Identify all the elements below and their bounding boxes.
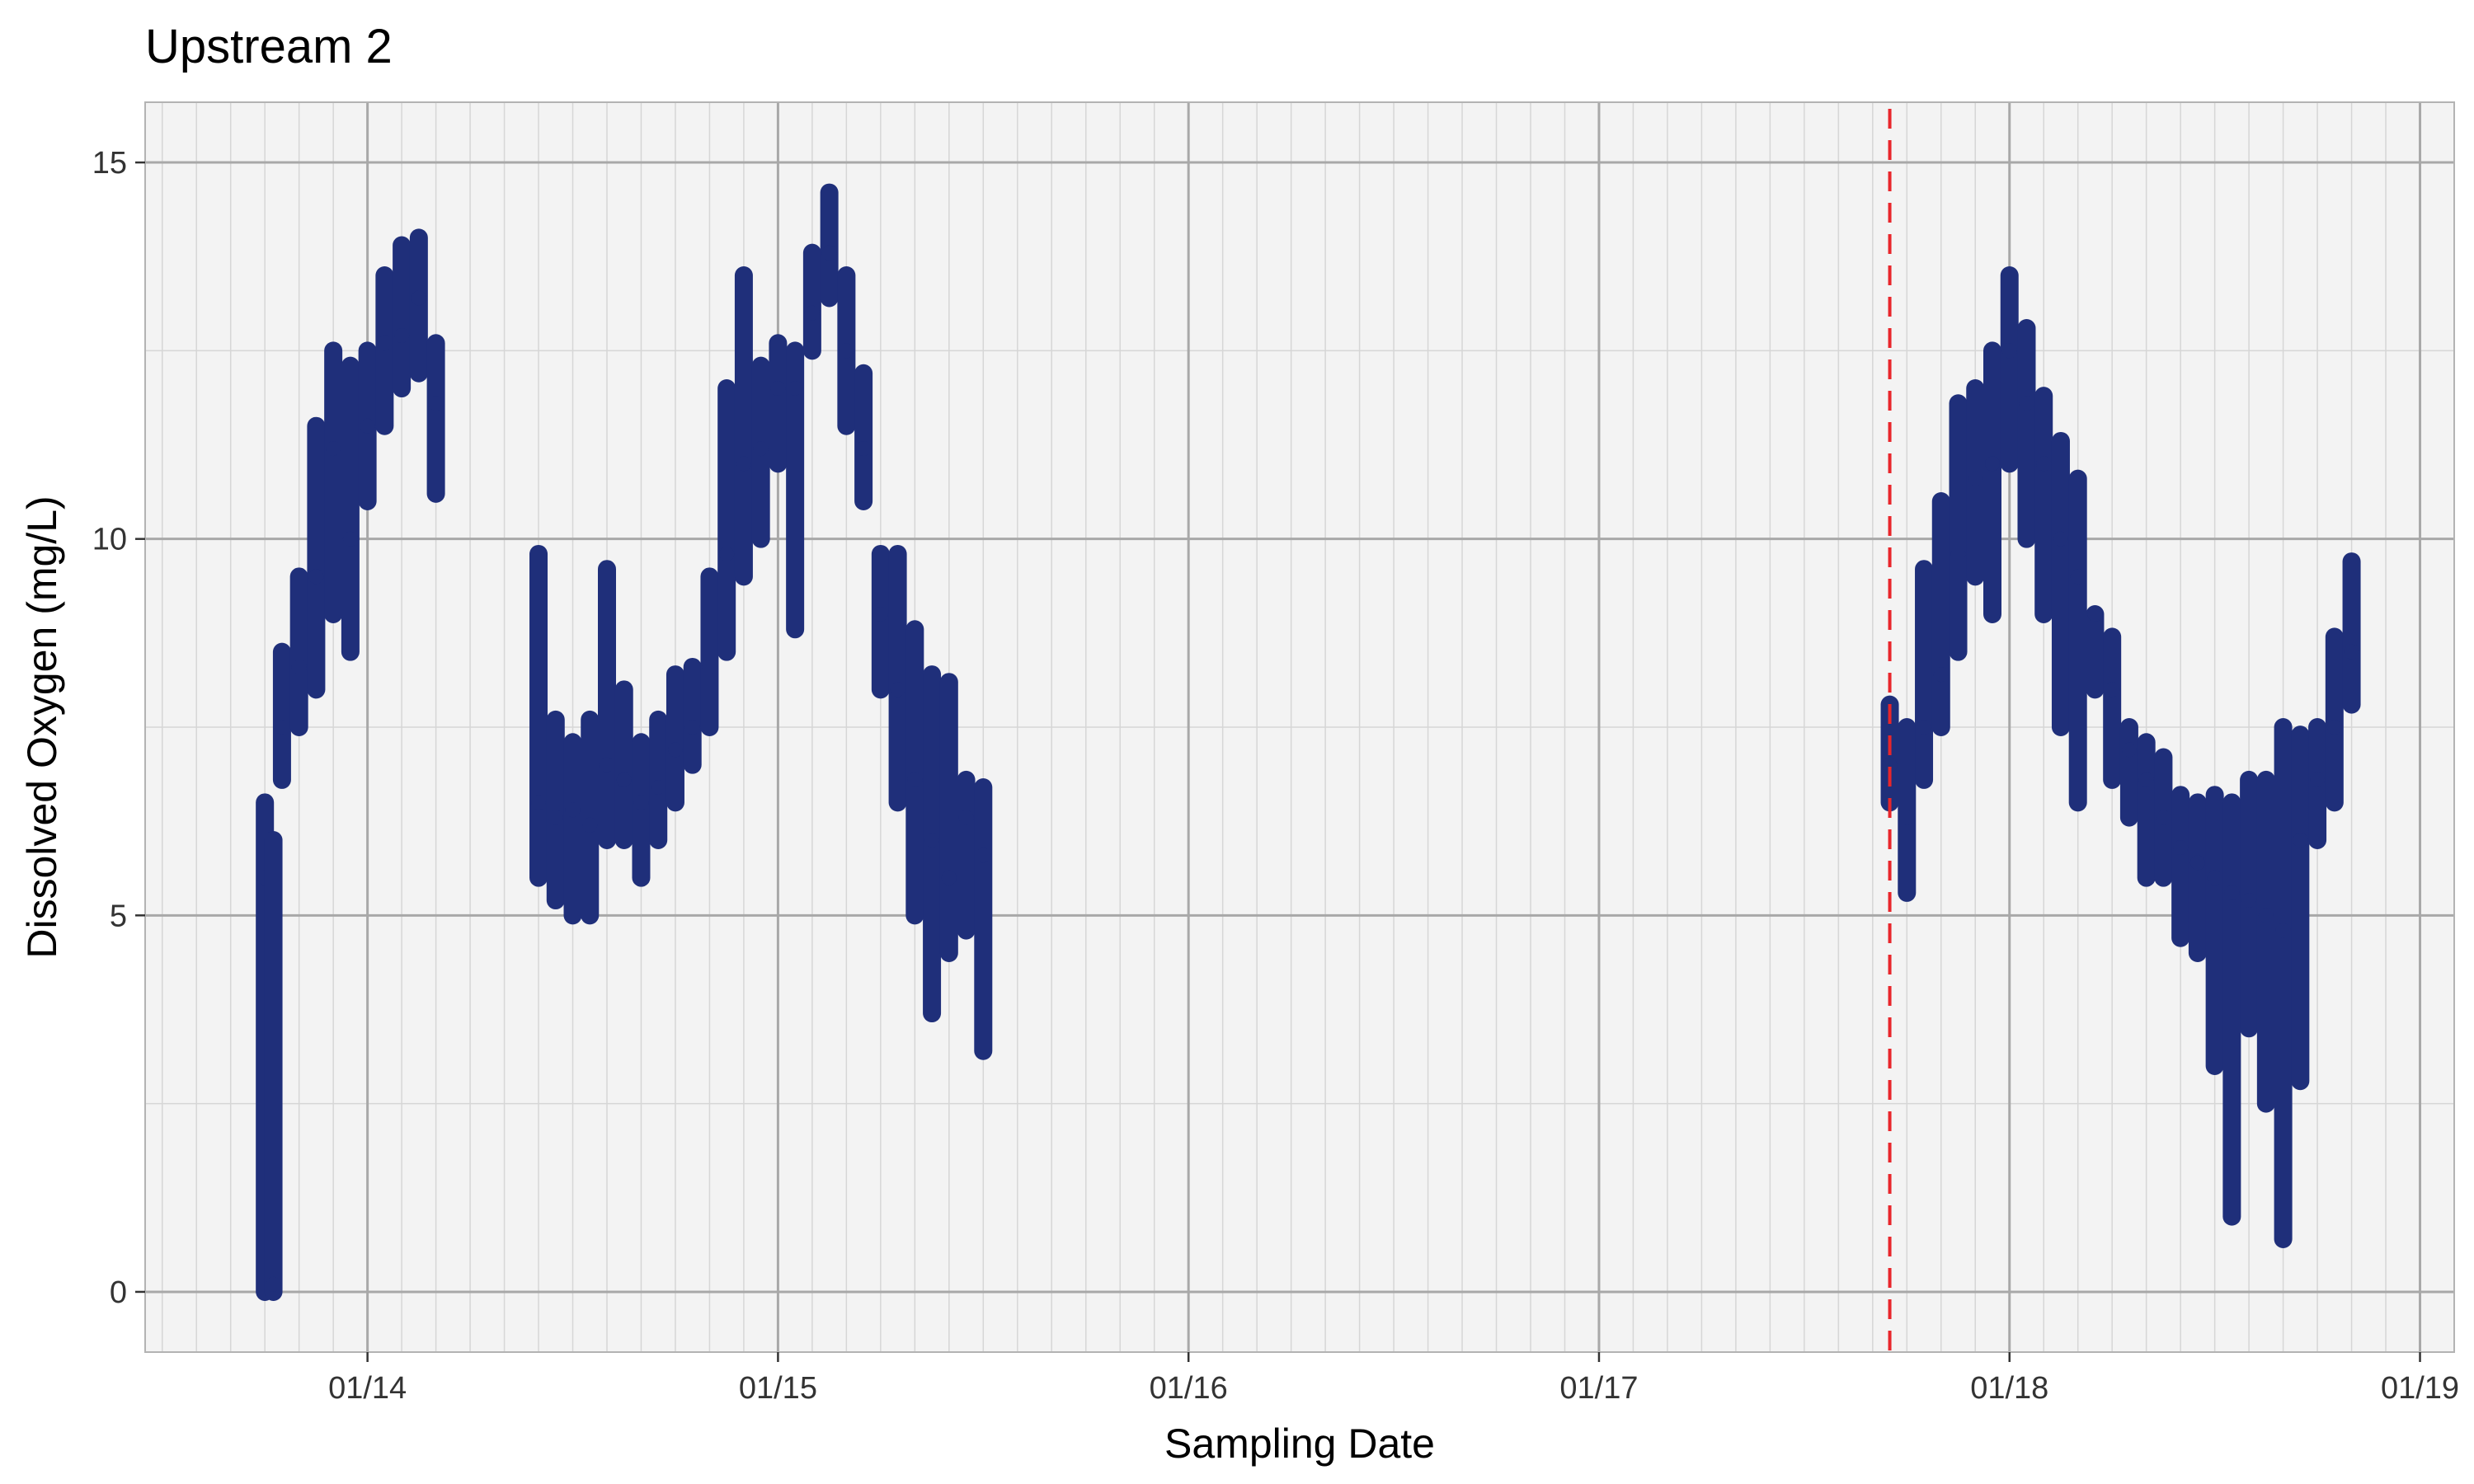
y-tick-label: 15: [92, 146, 127, 181]
data-point: [958, 810, 974, 825]
data-point: [600, 757, 614, 773]
data-point: [941, 870, 957, 885]
data-point: [890, 682, 905, 697]
data-point: [684, 720, 700, 735]
data-point: [2001, 343, 2017, 359]
data-point: [360, 418, 375, 434]
chart-title: Upstream 2: [145, 20, 393, 73]
data-point: [719, 546, 735, 561]
data-point: [1882, 757, 1898, 773]
data-point: [548, 810, 563, 825]
x-tick-label: 01/18: [1970, 1371, 2048, 1406]
data-point: [924, 832, 940, 848]
data-point: [907, 772, 923, 787]
x-tick-label: 01/15: [739, 1371, 817, 1406]
data-point: [616, 772, 632, 787]
data-points: [256, 183, 2361, 1301]
tick-labels: 01/14 01/15 01/16 01/17 01/18 01/19 0 5 10 15: [92, 146, 2459, 1406]
data-point: [2293, 832, 2308, 848]
data-point: [2053, 531, 2068, 547]
data-point: [2138, 772, 2154, 787]
data-point: [1950, 546, 1966, 561]
data-point: [667, 742, 683, 758]
data-point: [872, 607, 888, 622]
data-point: [2121, 742, 2137, 758]
x-tick-label: 01/16: [1150, 1371, 1228, 1406]
data-point: [2189, 855, 2205, 871]
y-axis-label: Dissolved Oxygen (mg/L): [19, 495, 65, 958]
data-point: [2087, 607, 2103, 622]
axis-ticks: [135, 161, 2421, 1362]
data-point: [1899, 810, 1915, 825]
minor-gridlines: [145, 102, 2455, 1352]
data-point: [428, 396, 444, 411]
data-point: [976, 848, 991, 863]
data-point: [1933, 667, 1949, 683]
y-tick-label: 10: [92, 523, 127, 557]
data-point: [582, 817, 598, 833]
data-point: [2326, 720, 2342, 735]
data-point: [377, 336, 393, 351]
data-point: [736, 456, 751, 472]
data-point: [274, 720, 289, 735]
data-point: [2036, 456, 2052, 472]
data-point: [804, 305, 820, 321]
x-axis-label: Sampling Date: [1164, 1421, 1435, 1467]
x-tick-label: 01/17: [1559, 1371, 1638, 1406]
data-point: [2156, 810, 2171, 825]
data-point: [2258, 908, 2274, 923]
data-point: [1917, 720, 1932, 735]
data-point: [2207, 870, 2222, 885]
data-point: [531, 795, 547, 810]
data-point: [2241, 893, 2257, 909]
data-point: [394, 328, 410, 344]
data-point: [565, 802, 581, 818]
data-point: [788, 381, 803, 397]
x-tick-label: 01/14: [328, 1371, 407, 1406]
data-point: [1985, 456, 2000, 472]
data-point: [856, 441, 872, 457]
data-point: [702, 659, 717, 674]
data-point: [2173, 840, 2189, 856]
x-tick-label: 01/19: [2381, 1371, 2459, 1406]
data-point: [2019, 396, 2034, 411]
data-point: [2070, 569, 2086, 585]
data-point: [308, 569, 324, 585]
data-point: [2310, 772, 2326, 787]
data-point: [1968, 471, 1983, 486]
data-point: [2224, 885, 2240, 900]
data-point: [839, 343, 854, 359]
data-point: [821, 245, 837, 261]
data-point: [770, 381, 786, 397]
panel-border: [144, 101, 2455, 1353]
y-tick-label: 5: [110, 899, 127, 933]
data-point: [753, 441, 769, 457]
data-point: [342, 531, 358, 547]
data-point: [291, 659, 307, 674]
data-point: [2105, 682, 2120, 697]
data-point: [651, 780, 666, 796]
data-point: [2275, 923, 2291, 938]
data-point: [326, 441, 341, 457]
data-point: [266, 1276, 281, 1292]
data-point: [633, 795, 649, 810]
y-tick-label: 0: [110, 1275, 127, 1310]
data-point: [411, 290, 426, 306]
data-point: [2344, 644, 2359, 660]
